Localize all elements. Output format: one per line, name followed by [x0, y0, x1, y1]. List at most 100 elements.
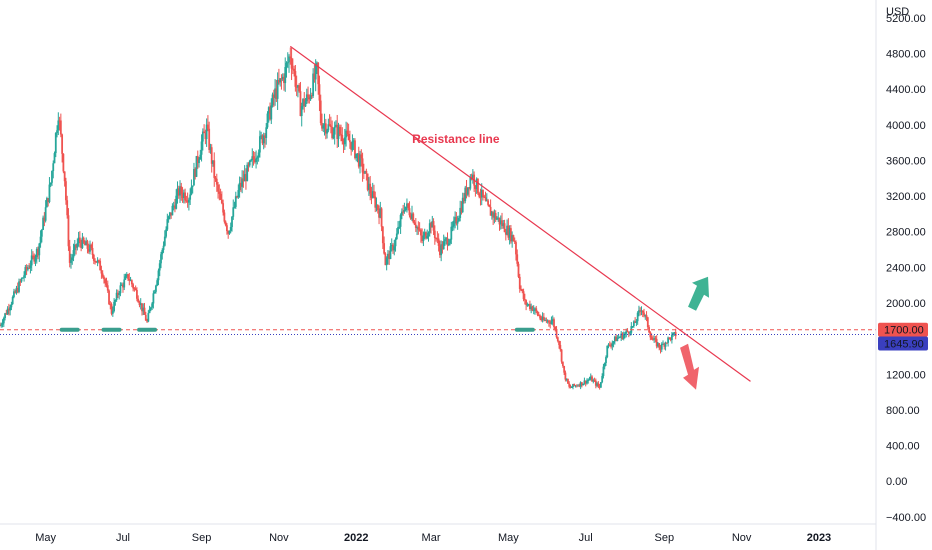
candle-body	[87, 248, 90, 252]
candle-body	[85, 241, 88, 246]
candle-body	[30, 255, 33, 266]
candle-body	[300, 106, 303, 117]
candle-body	[283, 76, 285, 84]
candle-body	[465, 187, 468, 195]
candle-body	[184, 192, 186, 201]
candle-body	[348, 140, 351, 143]
candle-body	[596, 383, 598, 386]
candle-body	[324, 123, 327, 134]
candle-body	[643, 312, 645, 316]
candle-body	[583, 380, 586, 384]
candle-body	[501, 220, 503, 227]
candle-body	[503, 223, 506, 233]
candle-body	[549, 322, 552, 324]
candle-body	[252, 156, 255, 160]
candle-body	[76, 243, 79, 248]
candle-body	[550, 321, 553, 324]
candle-body	[515, 242, 517, 255]
candle-body	[335, 124, 337, 127]
candle-body	[299, 91, 302, 117]
x-tick-label: Jul	[579, 532, 593, 544]
candle-body	[478, 193, 481, 197]
candle-body	[402, 211, 405, 213]
candle-body	[390, 244, 393, 247]
candle-body	[617, 337, 620, 339]
candle-body	[148, 309, 151, 314]
candle-body	[389, 246, 392, 260]
candle-body	[219, 193, 222, 200]
candle-body	[536, 311, 539, 315]
candle-body	[9, 307, 12, 311]
candle-body	[577, 385, 579, 387]
candle-body	[43, 217, 46, 221]
candle-body	[142, 307, 145, 312]
x-tick-label: Sep	[192, 532, 212, 544]
candle-body	[23, 275, 25, 278]
candle-body	[170, 212, 173, 216]
candle-body	[103, 276, 105, 280]
candle-body	[59, 120, 62, 135]
candle-body	[479, 196, 482, 198]
candle-body	[336, 124, 339, 139]
candle-body	[326, 130, 328, 134]
candle-body	[554, 327, 557, 329]
candle-body	[157, 270, 160, 281]
candle-body	[269, 107, 271, 120]
y-tick-label: 4400.00	[886, 84, 926, 96]
candle-body	[591, 376, 593, 382]
price-axis[interactable]: −400.000.00400.00800.001200.001600.00200…	[886, 13, 926, 524]
candle-body	[378, 210, 380, 218]
candle-body	[293, 68, 296, 72]
candle-body	[111, 311, 114, 314]
candle-body	[395, 233, 398, 240]
candle-body	[305, 94, 308, 102]
candle-body	[203, 131, 206, 134]
x-tick-label: 2023	[807, 532, 831, 544]
candle-body	[284, 67, 287, 84]
candle-body	[119, 285, 122, 294]
candle-body	[165, 229, 167, 237]
candle-body	[496, 218, 498, 220]
candle-body	[274, 88, 276, 98]
candle-body	[494, 213, 497, 220]
y-tick-label: 4000.00	[886, 120, 926, 132]
candle-body	[207, 124, 209, 129]
candle-body	[422, 235, 425, 241]
candle-body	[223, 212, 226, 222]
candle-body	[35, 249, 38, 258]
x-tick-label: Sep	[655, 532, 675, 544]
candle-body	[332, 134, 335, 139]
candle-body	[359, 154, 361, 167]
candle-body	[33, 255, 36, 262]
candle-body	[146, 320, 148, 322]
candle-body	[370, 193, 373, 198]
candle-body	[431, 221, 434, 228]
last-price-label: 1645.90	[884, 339, 924, 351]
candle-body	[657, 343, 659, 347]
candle-body	[409, 215, 412, 219]
candle-body	[441, 244, 444, 250]
candle-body	[556, 337, 559, 342]
y-tick-label: 2400.00	[886, 262, 926, 274]
support-touch-marker	[137, 327, 158, 332]
candle-body	[487, 200, 489, 205]
candle-body	[362, 172, 365, 174]
candle-body	[582, 383, 585, 386]
candle-body	[517, 263, 520, 277]
candle-body	[513, 241, 516, 243]
candle-body	[601, 376, 604, 383]
support-touch-markers	[59, 327, 535, 332]
candle-body	[425, 232, 427, 239]
candle-body	[626, 330, 629, 332]
candle-body	[343, 137, 346, 145]
candle-body	[295, 86, 298, 88]
candle-body	[134, 288, 137, 291]
candle-body	[575, 385, 578, 387]
candle-body	[645, 315, 648, 318]
time-axis[interactable]: May Jul Sep Nov 2022 Mar May Jul Sep Nov 2023	[35, 532, 831, 544]
candle-body	[18, 281, 20, 292]
candle-body	[471, 174, 474, 178]
y-tick-label: 2000.00	[886, 298, 926, 310]
candle-body	[65, 181, 67, 201]
